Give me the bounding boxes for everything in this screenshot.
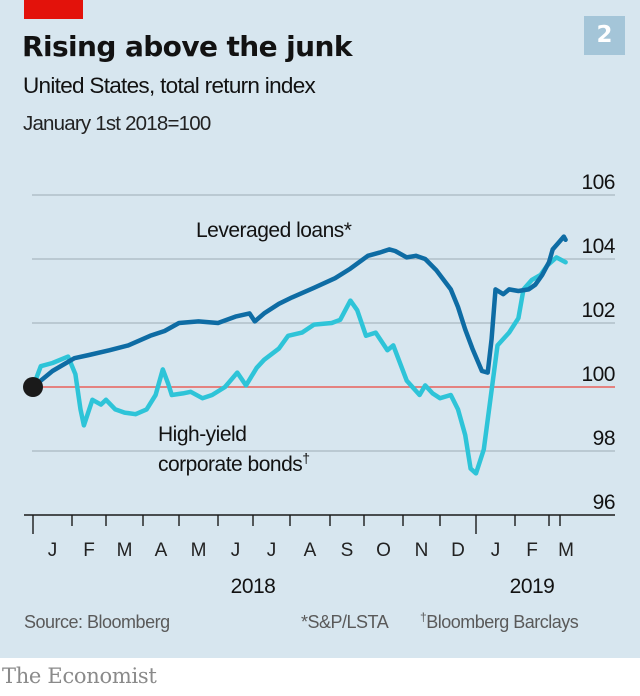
month-label: D <box>451 540 465 561</box>
economist-logo-text: The Economist <box>2 664 157 688</box>
month-label: J <box>267 540 277 561</box>
footnote-dagger: † <box>420 610 427 624</box>
y-tick-label: 96 <box>593 491 615 514</box>
y-tick-label: 102 <box>581 299 615 322</box>
start-point-marker <box>23 377 43 397</box>
month-label: N <box>415 540 429 561</box>
y-tick-label: 106 <box>581 171 615 194</box>
series-label-loans: Leveraged loans* <box>196 219 352 242</box>
series-line-high-yield-bonds <box>30 255 568 476</box>
series-labels: Leveraged loans* High-yield corporate bo… <box>158 219 352 476</box>
y-tick-label: 100 <box>581 363 615 386</box>
series-label-bonds-dagger: † <box>302 450 309 466</box>
month-label: A <box>155 540 168 561</box>
footnote-bonds-text: Bloomberg Barclays <box>426 612 579 632</box>
series-label-bonds-text: corporate bonds <box>158 453 302 476</box>
month-label: M <box>191 540 207 561</box>
year-label: 2018 <box>231 575 276 598</box>
month-label: J <box>491 540 501 561</box>
footnote-loans: *S&P/LSTA <box>301 612 389 632</box>
chart-title: Rising above the junk <box>22 30 352 63</box>
footnote-bonds: †Bloomberg Barclays <box>420 610 579 633</box>
month-label: J <box>231 540 241 561</box>
y-tick-label: 98 <box>593 427 615 450</box>
month-label: M <box>117 540 133 561</box>
month-label: S <box>341 540 354 561</box>
series-line-leveraged-loans <box>30 234 568 390</box>
month-label: F <box>83 540 95 561</box>
month-label: J <box>48 540 58 561</box>
source-note: Source: Bloomberg <box>24 612 170 632</box>
year-label: 2019 <box>510 575 555 598</box>
chart-subtitle: United States, total return index <box>23 73 316 98</box>
chart-number-badge: 2 <box>584 16 625 55</box>
series-label-bonds-line1: High-yield <box>158 423 246 446</box>
y-tick-labels: 106 104 102 100 98 96 <box>581 171 616 514</box>
month-label: A <box>304 540 317 561</box>
chart-unit-note: January 1st 2018=100 <box>23 112 211 135</box>
economist-red-tag <box>24 0 83 19</box>
month-label: M <box>558 540 574 561</box>
y-tick-label: 104 <box>581 235 615 258</box>
series-lines <box>23 234 568 476</box>
month-label: O <box>376 540 391 561</box>
series-label-bonds-line2: corporate bonds† <box>158 450 310 476</box>
month-label: F <box>526 540 538 561</box>
chart-panel <box>0 0 640 658</box>
